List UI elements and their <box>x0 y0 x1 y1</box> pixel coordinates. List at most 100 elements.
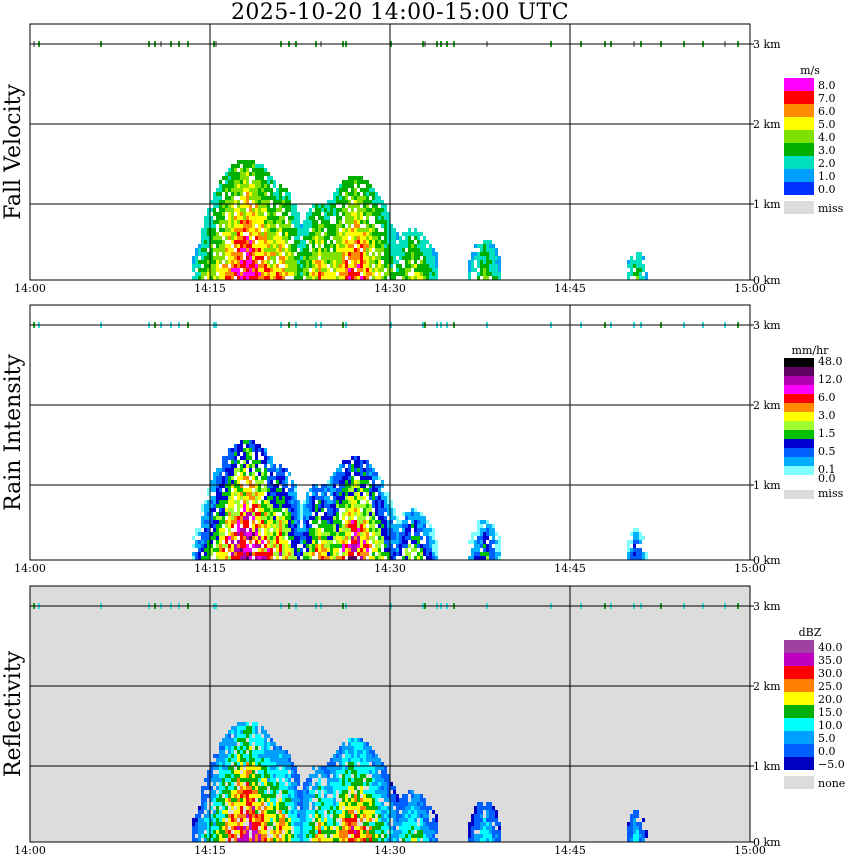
heatmap-cell <box>300 248 303 252</box>
heatmap-cell <box>228 734 231 738</box>
heatmap-cell <box>243 814 246 818</box>
heatmap-cell <box>315 488 318 492</box>
heatmap-cell <box>303 782 306 786</box>
heatmap-cell <box>471 536 474 540</box>
heatmap-cell <box>345 252 348 256</box>
heatmap-cell <box>258 492 261 496</box>
heatmap-cell <box>237 766 240 770</box>
heatmap-cell <box>294 248 297 252</box>
heatmap-cell <box>294 806 297 810</box>
heatmap-cell <box>249 766 252 770</box>
heatmap-cell <box>210 826 213 830</box>
heatmap-cell <box>222 204 225 208</box>
heatmap-cell <box>327 822 330 826</box>
heatmap-cell <box>225 252 228 256</box>
heatmap-cell <box>402 276 405 280</box>
heatmap-cell <box>261 730 264 734</box>
legend-swatch <box>784 130 814 143</box>
y-tick-label: 3 km <box>753 38 781 51</box>
heatmap-cell <box>300 512 303 516</box>
heatmap-cell <box>222 208 225 212</box>
heatmap-cell <box>414 528 417 532</box>
heatmap-cell <box>255 516 258 520</box>
heatmap-cell <box>480 532 483 536</box>
heatmap-cell <box>372 276 375 280</box>
heatmap-cell <box>330 508 333 512</box>
heatmap-cell <box>351 484 354 488</box>
heatmap-cell <box>345 216 348 220</box>
heatmap-cell <box>264 766 267 770</box>
heatmap-cell <box>303 790 306 794</box>
heatmap-cell <box>231 754 234 758</box>
heatmap-cell <box>363 508 366 512</box>
heatmap-cell <box>231 276 234 280</box>
heatmap-cell <box>291 548 294 552</box>
heatmap-cell <box>201 532 204 536</box>
heatmap-cell <box>486 244 489 248</box>
heatmap-cell <box>351 806 354 810</box>
heatmap-cell <box>306 822 309 826</box>
heatmap-cell <box>369 536 372 540</box>
heatmap-cell <box>339 754 342 758</box>
heatmap-cell <box>270 192 273 196</box>
heatmap-cell <box>225 496 228 500</box>
heatmap-cell <box>411 508 414 512</box>
heatmap-cell <box>240 722 243 726</box>
heatmap-cell <box>327 232 330 236</box>
heatmap-cell <box>342 552 345 556</box>
heatmap-cell <box>264 548 267 552</box>
heatmap-cell <box>480 814 483 818</box>
heatmap-cell <box>348 220 351 224</box>
heatmap-cell <box>246 754 249 758</box>
heatmap-cell <box>489 528 492 532</box>
heatmap-cell <box>354 260 357 264</box>
heatmap-cell <box>378 252 381 256</box>
heatmap-cell <box>351 754 354 758</box>
heatmap-cell <box>219 524 222 528</box>
heatmap-cell <box>258 556 261 560</box>
legend-label: 40.0 <box>818 641 843 654</box>
heatmap-cell <box>306 228 309 232</box>
heatmap-cell <box>474 834 477 838</box>
heatmap-cell <box>267 240 270 244</box>
heatmap-cell <box>483 556 486 560</box>
heatmap-cell <box>321 504 324 508</box>
heatmap-cell <box>231 268 234 272</box>
heatmap-cell <box>258 448 261 452</box>
heatmap-cell <box>378 500 381 504</box>
heatmap-cell <box>216 774 219 778</box>
heatmap-cell <box>405 818 408 822</box>
heatmap-cell <box>294 232 297 236</box>
heatmap-cell <box>426 826 429 830</box>
heatmap-cell <box>312 814 315 818</box>
heatmap-cell <box>258 248 261 252</box>
heatmap-cell <box>642 264 645 268</box>
heatmap-cell <box>387 544 390 548</box>
heatmap-cell <box>213 220 216 224</box>
heatmap-cell <box>348 240 351 244</box>
heatmap-cell <box>207 232 210 236</box>
heatmap-cell <box>240 196 243 200</box>
heatmap-cell <box>225 200 228 204</box>
heatmap-cell <box>282 814 285 818</box>
heatmap-cell <box>336 834 339 838</box>
heatmap-cell <box>492 834 495 838</box>
heatmap-cell <box>225 172 228 176</box>
heatmap-cell <box>267 770 270 774</box>
heatmap-cell <box>288 758 291 762</box>
heatmap-cell <box>210 252 213 256</box>
heatmap-cell <box>234 802 237 806</box>
heatmap-cell <box>276 762 279 766</box>
heatmap-cell <box>201 260 204 264</box>
heatmap-cell <box>294 766 297 770</box>
heatmap-cell <box>222 276 225 280</box>
heatmap-cell <box>222 468 225 472</box>
heatmap-cell <box>378 814 381 818</box>
heatmap-cell <box>219 810 222 814</box>
heatmap-cell <box>468 834 471 838</box>
heatmap-cell <box>318 790 321 794</box>
heatmap-cell <box>354 192 357 196</box>
heatmap-cell <box>264 244 267 248</box>
heatmap-cell <box>204 540 207 544</box>
heatmap-cell <box>300 268 303 272</box>
